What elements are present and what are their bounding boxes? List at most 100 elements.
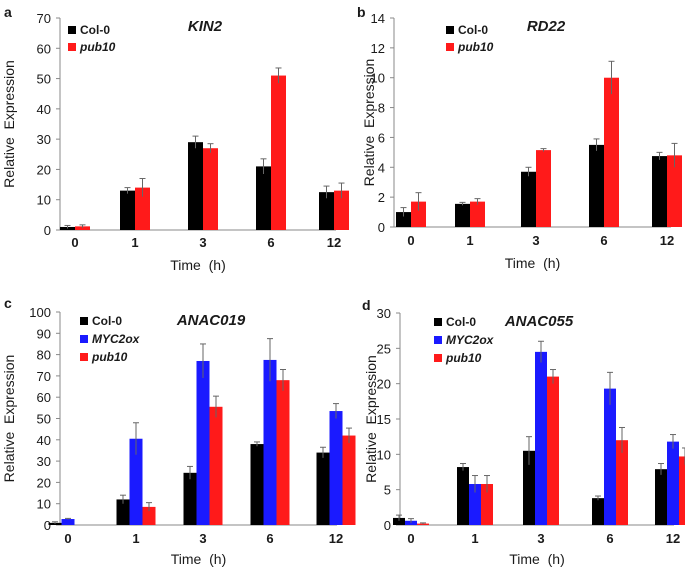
y-tick-label: 60 [37,41,51,56]
legend-label: Col-0 [92,314,122,328]
x-tick-label: 0 [407,531,414,546]
y-tick-label: 30 [377,306,391,321]
bar-pub10-12h [667,155,682,227]
panel-letter: b [357,4,366,20]
panel-a: a 0 10 20 30 40 50 60 70 0 1 3 6 12 Time (h) Relative E… [1,4,349,273]
bar-col0-12h [319,192,334,230]
y-tick-label: 10 [37,193,51,208]
bar-myc2ox-12h [329,411,343,525]
bar-pub10-12h [342,435,356,525]
bar-pub10-1h [135,187,150,230]
x-tick-label: 0 [407,233,414,248]
bar-pub10-6h [276,380,290,525]
panel-c: c 0 10 20 30 40 50 60 70 80 90 100 0 1 3 6 12 Time (h) Rel… [1,295,356,567]
y-tick-label: 6 [378,130,385,145]
legend-label: Col-0 [458,23,488,37]
y-tick-label: 12 [371,41,385,56]
bar-pub10-6h [616,440,628,525]
chart-title: ANAC055 [504,313,574,330]
y-tick-label: 70 [37,11,51,26]
legend-swatch [80,353,88,361]
bar-myc2ox-1h [469,484,481,525]
panel-d: d 0 5 10 15 20 25 30 0 1 3 6 12 Time (h) Relative Expr… [362,297,685,567]
y-tick-label: 0 [44,518,51,533]
bar-col0-0h [396,212,411,227]
y-tick-label: 10 [377,447,391,462]
legend-swatch [446,26,454,34]
bar-col0-1h [120,190,135,230]
bar-pub10-6h [271,75,286,231]
y-tick-label: 25 [377,341,391,356]
panel-letter: c [4,295,12,311]
y-axis-label: Relative Expression [1,60,17,188]
bar-col0-0h [393,517,405,525]
bar-myc2ox-1h [129,438,143,525]
y-tick-label: 4 [378,160,385,175]
y-tick-label: 0 [44,223,51,238]
legend-label: Col-0 [80,23,110,37]
bar-col0-6h [250,444,264,525]
bar-pub10-12h [679,456,685,525]
bar-pub10-3h [547,376,559,525]
legend-label: pub10 [457,40,494,54]
chart-title: ANAC019 [176,312,246,329]
y-tick-label: 70 [37,369,51,384]
bar-col0-3h [523,450,535,525]
x-tick-label: 0 [71,235,78,250]
bar-myc2ox-6h [263,359,277,525]
bar-col0-12h [655,469,667,525]
y-tick-label: 40 [37,433,51,448]
bar-pub10-1h [481,484,493,525]
bar-pub10-0h [75,226,90,230]
x-tick-label: 1 [132,531,139,546]
bar-col0-1h [457,467,469,525]
bar-col0-3h [521,171,536,227]
bar-col0-3h [183,472,197,525]
legend-swatch [68,26,76,34]
bar-col0-6h [589,144,604,227]
bar-pub10-12h [334,190,349,230]
y-tick-label: 10 [37,497,51,512]
y-tick-label: 50 [37,412,51,427]
x-tick-label: 12 [329,531,343,546]
x-tick-label: 12 [660,233,674,248]
y-tick-label: 15 [377,412,391,427]
legend-label: MYC2ox [446,333,495,347]
y-tick-label: 90 [37,326,51,341]
x-tick-label: 6 [267,235,274,250]
bar-pub10-1h [470,201,485,227]
bar-col0-12h [652,156,667,227]
x-tick-label: 1 [471,531,478,546]
legend-swatch [80,317,88,325]
x-tick-label: 3 [199,235,206,250]
x-tick-label: 1 [466,233,473,248]
legend-swatch [434,354,442,362]
bar-col0-1h [116,499,130,525]
y-tick-label: 20 [37,162,51,177]
bar-pub10-1h [142,506,156,525]
x-tick-label: 3 [532,233,539,248]
bar-col0-12h [316,452,330,525]
x-axis-label: Time (h) [505,255,560,271]
bar-myc2ox-0h [61,519,75,525]
legend-swatch [68,43,76,51]
y-tick-label: 80 [37,348,51,363]
x-tick-label: 3 [199,531,206,546]
x-tick-label: 12 [327,235,341,250]
chart-title: KIN2 [188,18,223,35]
y-tick-label: 5 [384,483,391,498]
y-tick-label: 30 [37,454,51,469]
y-tick-label: 0 [378,220,385,235]
y-tick-label: 14 [371,11,385,26]
y-axis-label: Relative Expression [361,59,377,187]
bar-pub10-6h [604,77,619,227]
x-tick-label: 12 [666,531,680,546]
y-tick-label: 20 [37,475,51,490]
bar-pub10-3h [536,150,551,227]
legend-swatch [434,336,442,344]
legend-label: Col-0 [446,315,476,329]
panel-b: b 0 2 4 6 8 10 12 14 0 1 3 6 12 Time (h) Relative Expre… [357,4,682,271]
y-tick-label: 40 [37,102,51,117]
bar-myc2ox-3h [535,351,547,525]
chart-title: RD22 [527,18,566,35]
